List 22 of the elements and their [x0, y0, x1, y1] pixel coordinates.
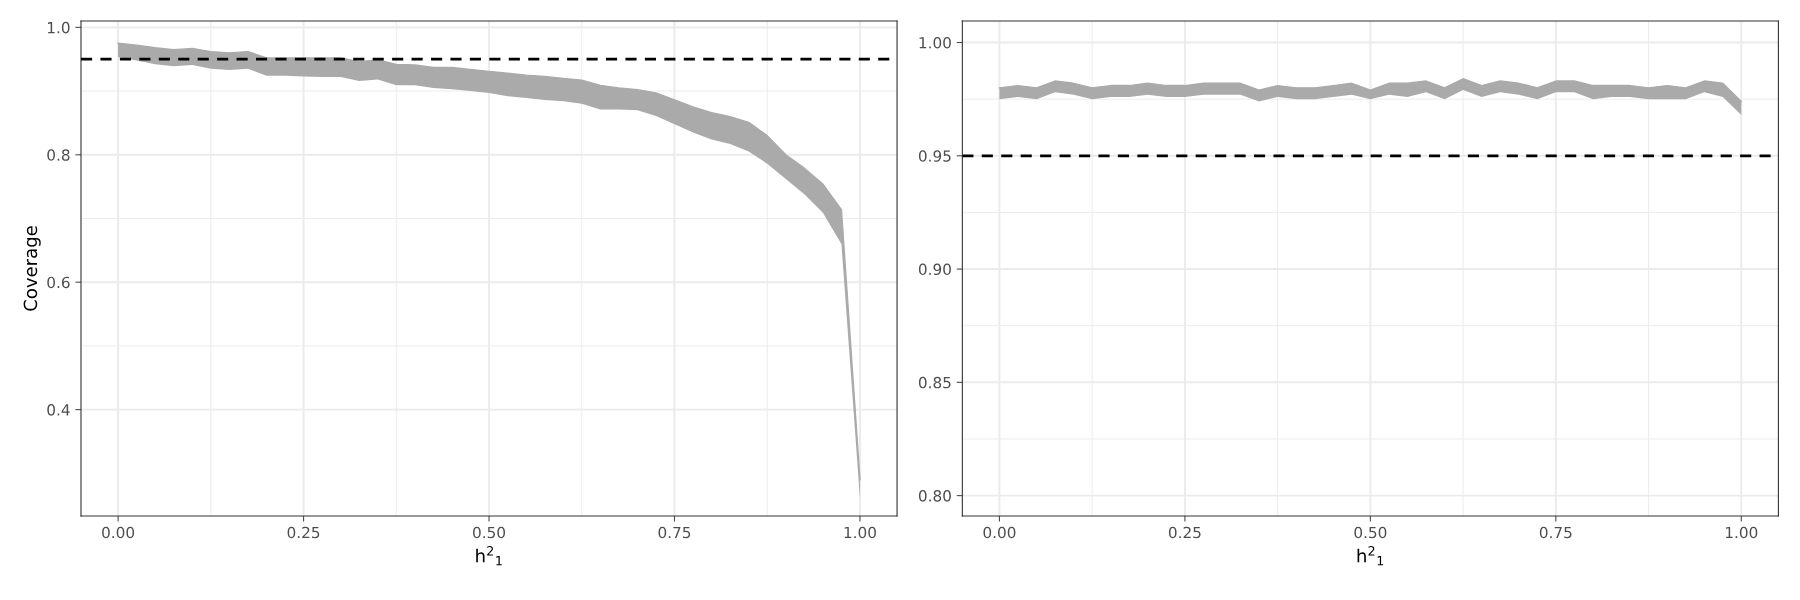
y-tick-label: 1.00	[919, 36, 951, 49]
x-axis-title: h$^{2}$$_{1}$	[476, 546, 502, 566]
y-tick-label: 0.95	[918, 150, 951, 162]
y-tick-label: 0.8	[47, 149, 70, 161]
y-tick-label: 0.6	[47, 276, 70, 289]
x-tick-label: 0.00	[102, 526, 135, 539]
x-tick-label: 1.00	[1725, 526, 1758, 539]
y-tick-label: 0.85	[918, 376, 951, 389]
y-tick-label: 0.90	[918, 263, 951, 276]
x-tick-label: 1.00	[844, 526, 876, 539]
y-axis-title: Coverage	[23, 226, 41, 311]
y-tick-label: 0.4	[47, 404, 70, 416]
x-tick-label: 0.50	[473, 526, 506, 539]
x-tick-label: 0.25	[1168, 526, 1201, 539]
x-tick-label: 0.75	[1539, 526, 1572, 539]
x-tick-label: 0.50	[1354, 526, 1387, 539]
x-tick-label: 0.25	[287, 526, 320, 539]
x-tick-label: 0.00	[983, 526, 1016, 539]
x-axis-title: h$^{2}$$_{1}$	[1357, 546, 1384, 566]
y-tick-label: 1.0	[47, 21, 70, 34]
y-tick-label: 0.80	[918, 490, 951, 502]
x-tick-label: 0.75	[658, 526, 691, 539]
